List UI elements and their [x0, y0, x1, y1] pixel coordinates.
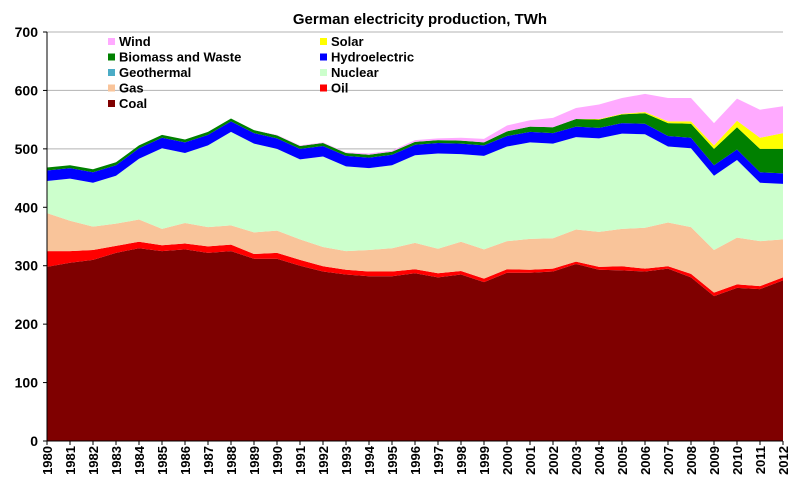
legend-label-geothermal: Geothermal	[119, 65, 191, 80]
legend-swatch-oil	[320, 84, 327, 92]
x-tick-label: 2002	[546, 446, 561, 475]
x-tick-label: 1999	[477, 446, 492, 475]
x-tick-label: 2010	[730, 446, 745, 475]
x-tick-label: 2008	[684, 446, 699, 475]
area-coal	[47, 248, 783, 441]
x-tick-label: 1991	[293, 446, 308, 475]
area-oil	[47, 241, 783, 297]
legend-swatch-nuclear	[320, 69, 327, 76]
legend: Wind Solar Biomass and Waste Hydroelectric G…	[108, 34, 414, 111]
legend-label-solar: Solar	[331, 34, 364, 49]
x-tick-label: 1989	[247, 446, 262, 475]
x-tick-label: 2005	[615, 446, 630, 475]
area-gas	[47, 213, 783, 293]
y-tick-label: 500	[15, 141, 39, 157]
x-tick-label: 2007	[661, 446, 676, 475]
y-tick-label: 300	[15, 258, 39, 274]
x-tick-label: 1996	[408, 446, 423, 475]
y-axis: 0 100 200 300 400 500 600 700	[15, 24, 48, 449]
legend-swatch-geothermal	[108, 69, 115, 76]
y-tick-label: 700	[15, 24, 39, 40]
legend-label-nuclear: Nuclear	[331, 65, 379, 80]
area-hydroelectric	[47, 121, 783, 184]
x-tick-label: 1994	[362, 445, 377, 475]
y-tick-label: 400	[15, 199, 39, 215]
x-tick-label: 1990	[270, 446, 285, 475]
x-tick-label: 2006	[638, 446, 653, 475]
x-tick-label: 1983	[109, 446, 124, 475]
x-tick-label: 1984	[132, 445, 147, 475]
x-tick-label: 2001	[523, 446, 538, 475]
x-tick-label: 1985	[155, 446, 170, 475]
legend-label-wind: Wind	[119, 34, 151, 49]
legend-swatch-coal	[108, 100, 115, 107]
y-tick-label: 0	[30, 433, 38, 449]
legend-swatch-hydroelectric	[320, 53, 327, 61]
legend-label-biomass-and-waste: Biomass and Waste	[119, 50, 241, 65]
x-axis: 1980 1981 1982 1983 1984 1985 1986 1987 1988 1989…	[40, 440, 791, 475]
area-series	[47, 93, 783, 441]
area-biomass-and-waste	[47, 113, 783, 174]
x-tick-label: 2011	[753, 446, 768, 474]
legend-swatch-wind	[108, 38, 115, 45]
legend-label-oil: Oil	[331, 81, 348, 96]
x-tick-label: 2000	[500, 446, 515, 475]
y-tick-label: 200	[15, 316, 39, 332]
x-tick-label: 1995	[385, 446, 400, 475]
legend-label-hydroelectric: Hydroelectric	[331, 50, 414, 65]
x-tick-label: 1987	[201, 446, 216, 475]
x-tick-label: 2009	[707, 446, 722, 475]
x-tick-label: 1992	[316, 446, 331, 475]
legend-label-coal: Coal	[119, 96, 147, 111]
x-tick-label: 2004	[592, 445, 607, 475]
y-tick-label: 600	[15, 82, 39, 98]
x-tick-label: 1980	[40, 446, 55, 475]
x-tick-label: 1986	[178, 446, 193, 475]
chart-title: German electricity production, TWh	[293, 11, 547, 28]
legend-swatch-gas	[108, 84, 115, 92]
area-wind	[47, 93, 783, 170]
x-tick-label: 2012	[776, 446, 791, 475]
legend-label-gas: Gas	[119, 81, 144, 96]
legend-swatch-solar	[320, 38, 327, 45]
area-nuclear	[47, 131, 783, 252]
x-tick-label: 1982	[86, 446, 101, 475]
x-tick-label: 2003	[569, 446, 584, 475]
y-tick-label: 100	[15, 375, 39, 391]
legend-swatch-biomass-and-waste	[108, 53, 115, 61]
x-tick-label: 1988	[224, 446, 239, 475]
x-tick-label: 1998	[454, 446, 469, 475]
x-tick-label: 1993	[339, 446, 354, 475]
x-tick-label: 1997	[431, 446, 446, 475]
x-tick-label: 1981	[63, 446, 78, 475]
